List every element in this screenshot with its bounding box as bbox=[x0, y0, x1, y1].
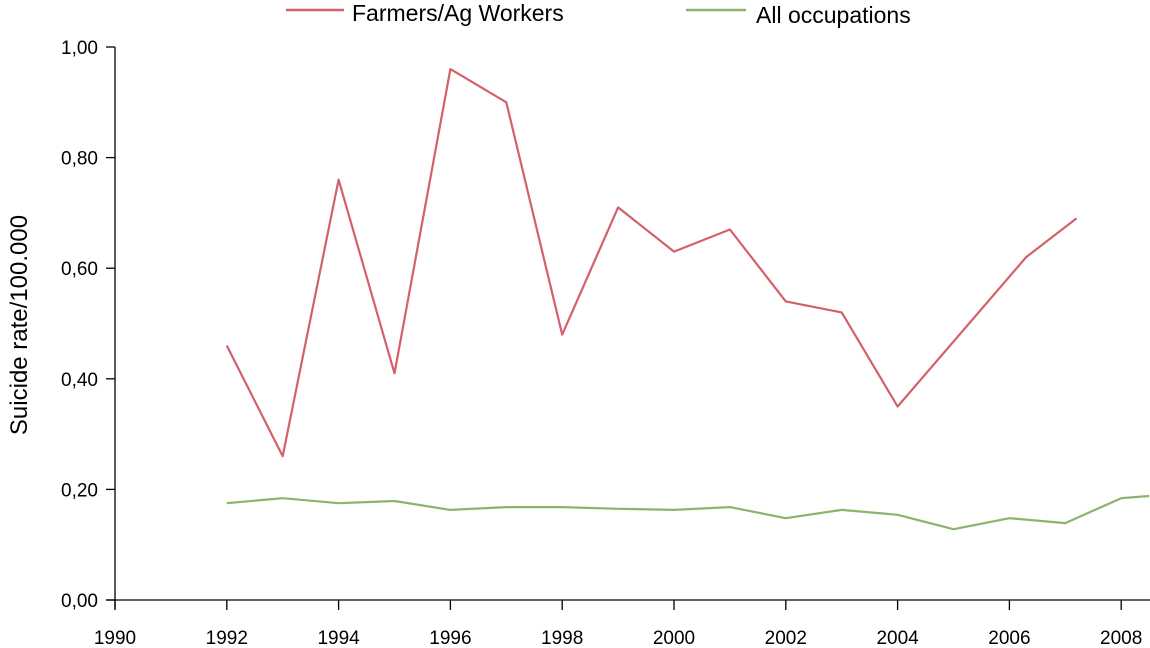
y-axis-title: Suicide rate/100.000 bbox=[6, 215, 33, 435]
x-tick-label: 1994 bbox=[317, 628, 360, 648]
x-tick-label: 2002 bbox=[765, 628, 807, 648]
series-line-all-occupations bbox=[226, 494, 1150, 531]
x-tick-label: 2000 bbox=[653, 628, 695, 648]
plot-area bbox=[225, 67, 1150, 531]
x-tick-label: 2008 bbox=[1100, 628, 1142, 648]
y-axis: 0,00 0,20 0,40 0,60 0,80 1,00 bbox=[61, 38, 116, 612]
x-axis: 1990 1992 1994 1996 1998 2000 2002 2004 2006 2008 bbox=[94, 599, 1150, 648]
x-tick-label: 2006 bbox=[988, 628, 1030, 648]
x-tick-label: 1990 bbox=[94, 628, 136, 648]
legend: Farmers/Ag Workers All occupations bbox=[286, 0, 911, 28]
y-tick-label: 0,40 bbox=[61, 370, 98, 391]
x-tick-label: 1992 bbox=[206, 628, 248, 648]
legend-item-all-occupations: All occupations bbox=[686, 2, 911, 28]
y-tick-label: 0,20 bbox=[61, 480, 98, 501]
y-tick-label: 0,80 bbox=[61, 149, 98, 170]
legend-label-all-occupations: All occupations bbox=[756, 2, 911, 28]
x-tick-label: 1996 bbox=[429, 628, 471, 648]
legend-label-farmers: Farmers/Ag Workers bbox=[352, 0, 564, 26]
y-tick-label: 1,00 bbox=[61, 38, 98, 59]
x-tick-label: 1998 bbox=[541, 628, 583, 648]
y-tick-label: 0,00 bbox=[61, 591, 98, 612]
x-tick-label: 2004 bbox=[876, 628, 919, 648]
series-line-farmers bbox=[225, 67, 1078, 458]
y-tick-label: 0,60 bbox=[61, 259, 98, 280]
legend-item-farmers: Farmers/Ag Workers bbox=[286, 0, 564, 26]
